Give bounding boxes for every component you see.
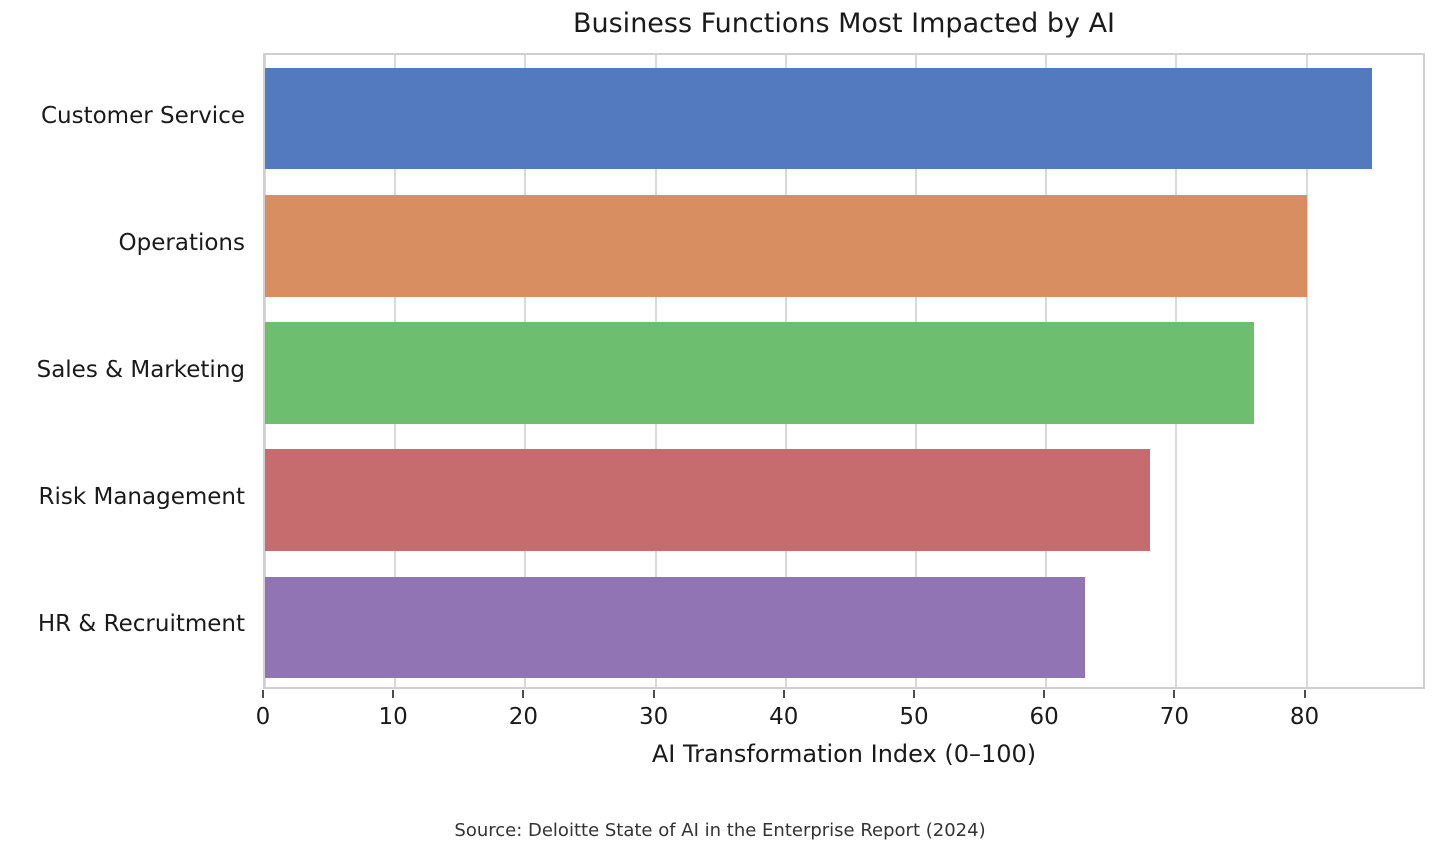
bar-risk-management (265, 449, 1151, 552)
bar-hr-recruitment (265, 576, 1086, 679)
x-tick-mark (1303, 690, 1306, 698)
x-tick-label: 20 (508, 704, 539, 730)
x-tick-label: 30 (638, 704, 669, 730)
y-category-label: Sales & Marketing (36, 357, 245, 383)
chart-title: Business Functions Most Impacted by AI (572, 8, 1116, 39)
x-tick-label: 10 (378, 704, 408, 730)
x-tick-label: 60 (1029, 704, 1059, 730)
x-tick-label: 0 (255, 704, 271, 730)
bar-sales-marketing (265, 322, 1255, 424)
plot-area (263, 53, 1425, 689)
gridline (1305, 55, 1308, 687)
x-tick-mark (392, 690, 395, 698)
x-tick-label: 50 (899, 704, 929, 730)
y-category-label: Customer Service (40, 102, 245, 129)
y-category-label: Operations (118, 229, 245, 256)
bar-operations (265, 194, 1307, 297)
x-tick-label: 40 (769, 704, 799, 730)
bar-customer-service (265, 67, 1372, 170)
x-tick-mark (1043, 690, 1046, 698)
x-tick-mark (782, 690, 785, 698)
x-axis-label: AI Transformation Index (0–100) (651, 740, 1037, 768)
x-tick-mark (522, 690, 525, 698)
x-tick-mark (1173, 690, 1176, 698)
x-tick-mark (912, 690, 915, 698)
source-note: Source: Deloitte State of AI in the Ente… (454, 820, 986, 841)
y-category-label: Risk Management (38, 484, 246, 511)
x-tick-mark (652, 690, 655, 698)
y-category-label: HR & Recruitment (37, 611, 245, 638)
x-tick-label: 70 (1159, 704, 1189, 730)
x-tick-label: 80 (1289, 704, 1320, 730)
x-tick-mark (262, 690, 264, 698)
